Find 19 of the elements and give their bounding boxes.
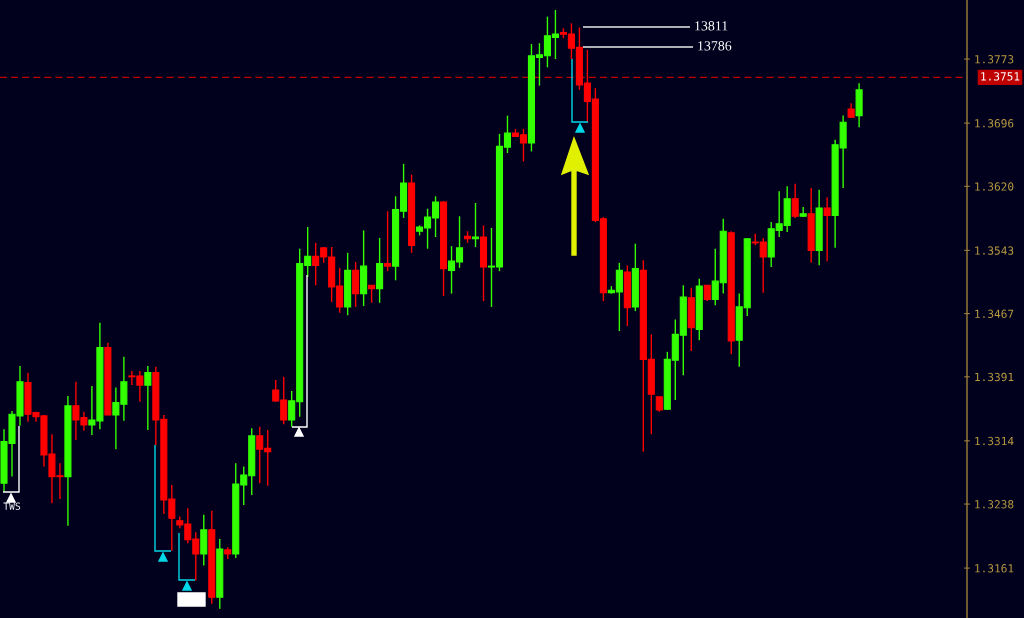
y-tick-label: 1.3238 — [975, 500, 1014, 509]
candlestick — [144, 365, 152, 431]
y-tick-label: 1.3773 — [975, 55, 1014, 64]
ref-line-label: 1.3751 — [981, 72, 1020, 81]
y-tick-label: 1.3696 — [975, 119, 1014, 128]
y-tick-label: 1.3391 — [975, 372, 1014, 382]
candlestick — [471, 202, 480, 248]
candlestick — [384, 210, 392, 272]
y-tick-label: 1.3161 — [975, 564, 1014, 573]
annotation: 13786 — [698, 41, 732, 51]
annotation: TWS — [3, 502, 21, 510]
y-tick-label: 1.3620 — [975, 182, 1014, 191]
candlestick — [823, 196, 831, 262]
candlestick — [352, 261, 360, 308]
candlestick — [791, 183, 799, 219]
annotation: 13811 — [695, 21, 728, 31]
y-tick-label: 1.3467 — [975, 309, 1014, 318]
y-tick-label: 1.3543 — [975, 246, 1014, 255]
y-tick-label: 1.3314 — [975, 436, 1014, 446]
